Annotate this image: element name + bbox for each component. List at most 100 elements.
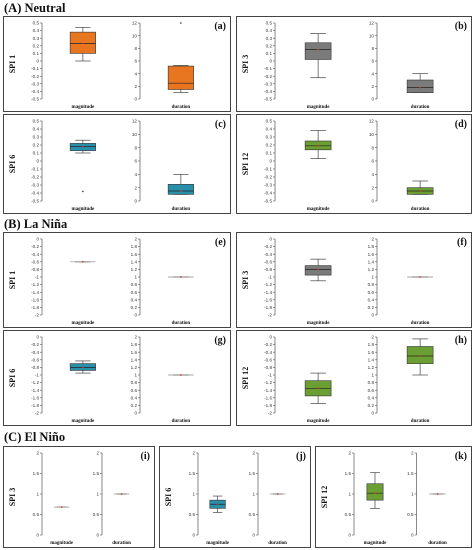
chart-k: SPI 12 (k) 2 1.5 1 0.5 0 magnitude 2 1.5 1 0.5 0 dura… [320, 451, 467, 546]
tick-label-f-1-5: 1 [371, 275, 374, 280]
tick-label-f-1-3: 1.4 [368, 259, 375, 264]
tick-label-j-0-2: 1 [192, 492, 195, 497]
tick-label-h-1-4: 1.2 [368, 365, 375, 370]
tick-label-d-0-9: -0.4 [264, 191, 272, 196]
tick-label-e-0-9: -1.8 [31, 305, 39, 310]
tick-label-d-1-2: 8 [371, 145, 374, 150]
xlabel-j-1: duration [268, 541, 287, 546]
xlabel-a-1: duration [172, 105, 191, 110]
tick-label-k-1-3: 0.5 [407, 512, 414, 517]
tick-label-d-1-1: 10 [369, 132, 375, 137]
tick-label-b-1-5: 2 [371, 84, 374, 89]
median-marker-b-0 [317, 48, 320, 51]
panel-i: SPI 3 (i) 2 1.5 1 0.5 0 magnitude 2 1.5 1 0.5 0 durat… [3, 446, 155, 548]
tick-label-k-0-2: 1 [348, 492, 351, 497]
tick-label-e-1-5: 1 [134, 275, 137, 280]
tick-label-b-0-0: 0.5 [266, 21, 273, 26]
tick-label-f-0-2: -0.4 [264, 252, 272, 257]
tick-label-j-1-1: 1.5 [249, 471, 256, 476]
tick-label-h-0-7: -1.4 [264, 388, 272, 393]
box-a-1 [167, 65, 194, 90]
tick-label-c-0-4: 0.1 [33, 151, 40, 156]
tick-label-g-0-2: -0.4 [31, 350, 39, 355]
tick-label-e-1-8: 0.4 [131, 297, 138, 302]
tick-label-h-0-6: -1.2 [264, 380, 272, 385]
tick-label-g-0-0: 0 [36, 335, 39, 340]
tick-label-b-0-3: 0.2 [266, 43, 273, 48]
median-marker-a-0 [81, 42, 84, 45]
tick-label-d-0-1: 0.4 [266, 127, 273, 132]
tick-label-b-0-5: 0 [269, 59, 272, 64]
tick-label-h-0-2: -0.4 [264, 350, 272, 355]
box-b-0 [304, 42, 332, 60]
xlabel-c-0: magnitude [71, 207, 95, 212]
tick-label-b-0-7: -0.2 [264, 74, 272, 79]
panel-d: SPI 12 (d) 0.5 0.4 0.3 0.2 0.1 0 -0.1 -0.2 -0.3 -0.… [236, 114, 472, 214]
tick-label-e-1-1: 1.8 [131, 244, 138, 249]
tick-label-f-1-9: 0.2 [368, 305, 375, 310]
chart-h: SPI 12 (h) 0 -0.2 -0.4 -0.6 -0.8 -1 -1.2 -1.4 -1.6… [241, 335, 467, 424]
box-c-1 [167, 184, 194, 195]
tick-label-k-1-2: 1 [411, 492, 414, 497]
tick-label-i-0-0: 2 [36, 451, 39, 456]
tick-label-f-1-8: 0.4 [368, 297, 375, 302]
xlabel-c-1: duration [172, 207, 191, 212]
tick-label-k-0-0: 2 [348, 451, 351, 456]
xlabel-h-0: magnitude [307, 419, 331, 424]
box-f-0 [304, 265, 332, 276]
tick-label-a-0-6: -0.1 [31, 66, 39, 71]
panel-c: SPI 6 (c) 0.5 0.4 0.3 0.2 0.1 0 -0.1 -0.2 -0.3 -0.4… [3, 114, 231, 214]
tick-label-k-0-4: 0 [348, 533, 351, 538]
tick-label-e-1-10: 0 [134, 313, 137, 318]
tick-label-a-0-1: 0.4 [33, 28, 40, 33]
tick-label-j-0-0: 2 [192, 451, 195, 456]
tick-label-e-1-4: 1.2 [131, 267, 138, 272]
box-k-0 [366, 483, 384, 501]
median-marker-j-1 [276, 493, 279, 495]
tick-label-c-0-1: 0.4 [33, 127, 40, 132]
ylabel-d: SPI 12 [241, 153, 250, 175]
tick-label-c-1-0: 12 [132, 119, 138, 124]
chart-g: SPI 6 (g) 0 -0.2 -0.4 -0.6 -0.8 -1 -1.2 -1.4 -1.6 -… [8, 335, 226, 424]
tick-label-j-0-1: 1.5 [189, 471, 196, 476]
tick-label-e-0-0: 0 [36, 237, 39, 242]
tick-label-g-0-3: -0.6 [31, 357, 39, 362]
panel-label-i: (i) [141, 451, 150, 462]
tick-label-f-0-10: -2 [268, 313, 273, 318]
tick-label-d-0-2: 0.3 [266, 135, 273, 140]
tick-label-f-1-4: 1.2 [368, 267, 375, 272]
tick-label-b-0-2: 0.3 [266, 36, 273, 41]
tick-label-a-0-3: 0.2 [33, 43, 40, 48]
median-marker-k-0 [374, 492, 376, 495]
median-marker-d-1 [419, 190, 422, 192]
xlabel-f-0: magnitude [307, 321, 331, 326]
median-marker-h-1 [419, 355, 422, 357]
tick-label-g-1-4: 1.2 [131, 365, 138, 370]
xlabel-h-1: duration [411, 419, 430, 424]
tick-label-c-0-5: 0 [36, 159, 39, 164]
tick-label-e-1-7: 0.6 [131, 290, 138, 295]
tick-label-f-1-6: 0.8 [368, 282, 375, 287]
tick-label-k-0-1: 1.5 [345, 471, 352, 476]
tick-label-a-1-5: 2 [134, 84, 137, 89]
tick-label-c-0-2: 0.3 [33, 135, 40, 140]
tick-label-a-0-10: -0.5 [31, 97, 39, 102]
box-b-1 [406, 79, 434, 93]
tick-label-b-0-9: -0.4 [264, 89, 272, 94]
xlabel-k-0: magnitude [364, 541, 388, 546]
tick-label-e-0-7: -1.4 [31, 290, 39, 295]
chart-d: SPI 12 (d) 0.5 0.4 0.3 0.2 0.1 0 -0.1 -0.2 -0.3 -0.… [241, 119, 467, 212]
tick-label-k-1-4: 0 [411, 533, 414, 538]
tick-label-e-0-8: -1.6 [31, 297, 39, 302]
tick-label-f-1-7: 0.6 [368, 290, 375, 295]
tick-label-c-1-3: 6 [134, 159, 137, 164]
tick-label-g-1-0: 2 [134, 335, 137, 340]
panel-label-a: (a) [214, 21, 226, 32]
panel-label-c: (c) [215, 119, 226, 130]
tick-label-h-1-5: 1 [371, 373, 374, 378]
ylabel-g: SPI 6 [8, 369, 17, 387]
ylabel-k: SPI 12 [320, 486, 329, 508]
tick-label-e-0-4: -0.8 [31, 267, 39, 272]
outlier-a-1-0 [180, 22, 182, 24]
tick-label-a-1-4: 4 [134, 71, 137, 76]
